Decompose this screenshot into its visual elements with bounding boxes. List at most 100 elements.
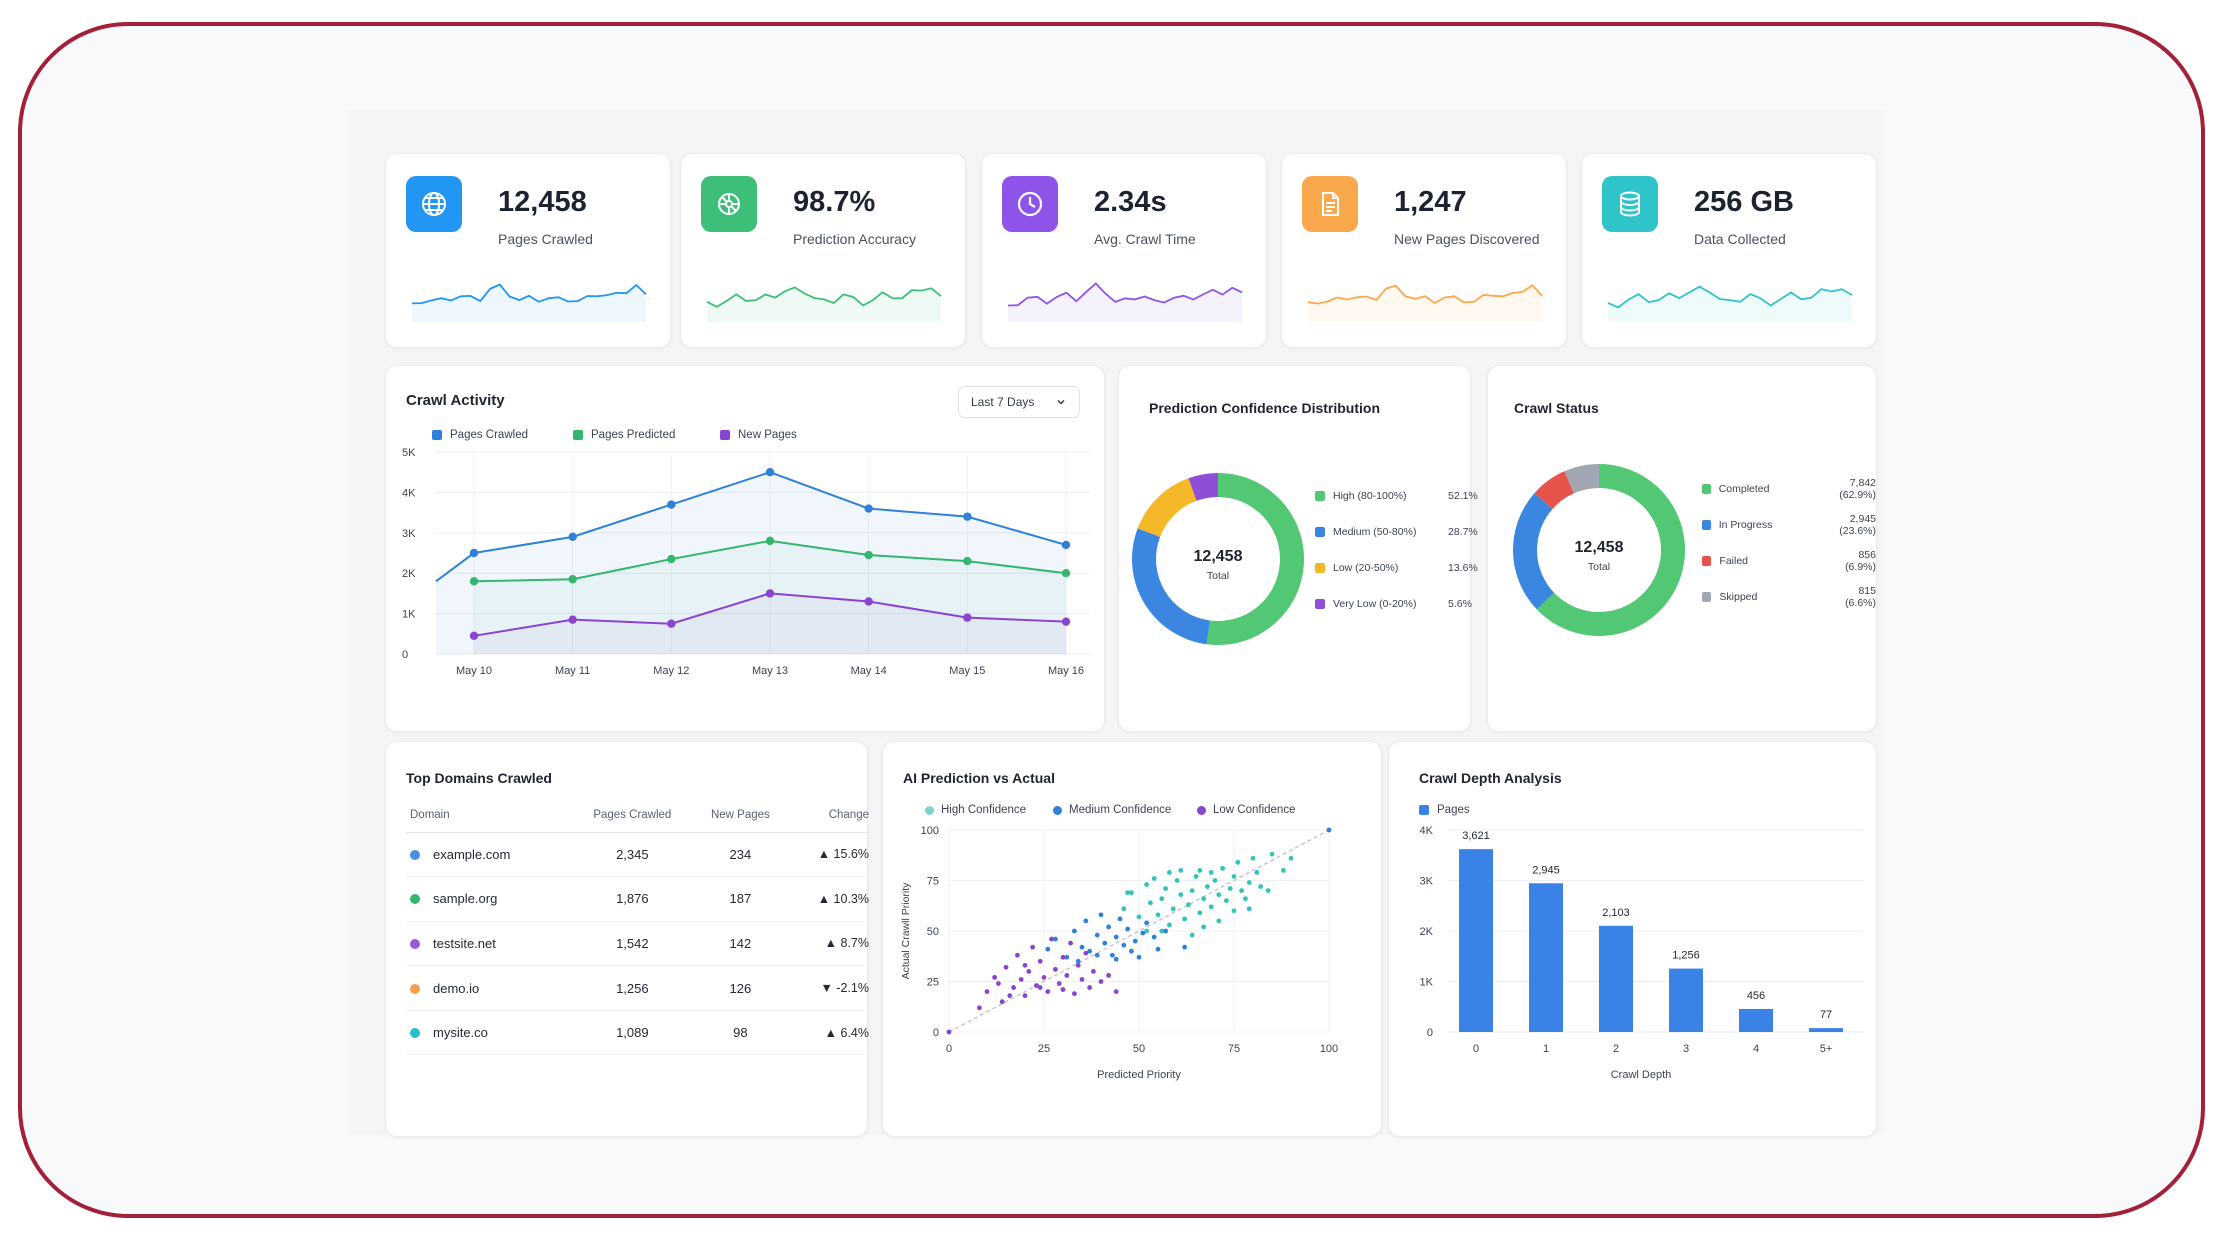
kpi-card-pages-crawled[interactable]: 12,458 Pages Crawled [385, 153, 671, 348]
data-point [1011, 985, 1016, 990]
change-cell: ▼ -2.1% [786, 965, 871, 1011]
data-point [1132, 938, 1138, 944]
y-tick-label: 0 [1427, 1027, 1433, 1039]
y-tick-label: 2K [402, 568, 416, 580]
kpi-card-avg-crawl-time[interactable]: 2.34s Avg. Crawl Time [981, 153, 1267, 348]
legend-row[interactable]: Very Low (0-20%) 5.6% [1315, 586, 1478, 622]
kpi-label: Prediction Accuracy [793, 231, 916, 247]
legend-row[interactable]: Skipped 815 (6.6%) [1702, 579, 1876, 615]
data-point [568, 615, 577, 624]
table-row[interactable]: sample.org 1,876 187 ▲ 10.3% [406, 876, 871, 922]
domain-name: testsite.net [433, 935, 496, 951]
data-point [1246, 906, 1252, 912]
legend-swatch [925, 805, 934, 815]
data-point [1003, 964, 1009, 970]
domain-cell: sample.org [406, 876, 571, 922]
data-point [1186, 902, 1191, 908]
data-point [1159, 928, 1165, 934]
data-point [1144, 920, 1149, 926]
donut-center-value: 12,458 [1575, 539, 1624, 556]
legend-row[interactable]: High (80-100%) 52.1% [1315, 478, 1478, 514]
legend-low-confidence[interactable]: Low Confidence [1197, 804, 1295, 816]
status-donut: 12,458 Total [1513, 464, 1685, 636]
data-point [1148, 900, 1153, 906]
data-point [992, 975, 997, 980]
legend-swatch [1702, 520, 1711, 530]
date-range-select[interactable]: Last 7 Days [958, 386, 1080, 418]
table-row[interactable]: mysite.co 1,089 98 ▲ 6.4% [406, 1010, 871, 1056]
legend-pages[interactable]: Pages [1419, 804, 1470, 816]
card-title: Crawl Depth Analysis [1419, 770, 1562, 786]
pages-crawled-cell: 1,089 [570, 1010, 694, 1056]
sparkline-line [1007, 282, 1243, 307]
confidence-legend: High (80-100%) 52.1% Medium (50-80%) 28.7% L… [1315, 478, 1478, 622]
column-header-change[interactable]: Change [786, 798, 871, 833]
data-point [1224, 898, 1229, 904]
table-row[interactable]: demo.io 1,256 126 ▼ -2.1% [406, 965, 871, 1011]
x-tick-label: May 12 [653, 665, 689, 677]
data-point [568, 532, 577, 542]
data-point [1208, 870, 1214, 875]
legend-new-pages[interactable]: New Pages [720, 429, 797, 441]
data-point [1129, 890, 1134, 896]
data-point [469, 631, 479, 641]
x-tick-label: 1 [1543, 1043, 1549, 1055]
data-point [999, 999, 1005, 1005]
series-area [474, 593, 1066, 654]
kpi-card-prediction-accuracy[interactable]: 98.7% Prediction Accuracy [680, 153, 966, 348]
legend-swatch [1197, 805, 1206, 815]
pages-crawled-cell: 2,345 [570, 832, 694, 878]
legend-pages-predicted[interactable]: Pages Predicted [573, 429, 675, 441]
data-point [1201, 924, 1206, 930]
kpi-value: 2.34s [1094, 186, 1167, 218]
data-point [1060, 954, 1066, 960]
select-value: Last 7 Days [971, 395, 1035, 409]
data-point [1243, 896, 1248, 902]
legend-label: Skipped [1719, 591, 1758, 603]
domain-name: demo.io [433, 980, 480, 996]
legend-row[interactable]: Completed 7,842 (62.9%) [1702, 471, 1876, 507]
kpi-label: Data Collected [1694, 231, 1786, 247]
data-point [667, 619, 676, 628]
data-point [1151, 876, 1157, 881]
data-point [1030, 944, 1035, 950]
legend-swatch [1702, 592, 1712, 602]
data-point [1007, 993, 1013, 999]
legend-swatch [1315, 599, 1325, 609]
column-header-pages-crawled[interactable]: Pages Crawled [570, 798, 694, 833]
legend-row[interactable]: In Progress 2,945 (23.6%) [1702, 507, 1876, 543]
legend-swatch [1419, 805, 1429, 815]
data-point [1045, 989, 1051, 994]
y-tick-label: 50 [927, 926, 939, 938]
data-point [1208, 904, 1214, 910]
x-tick-label: 75 [1228, 1043, 1240, 1055]
data-point [1174, 878, 1180, 883]
legend-pages-crawled[interactable]: Pages Crawled [432, 429, 528, 441]
legend-label: Medium Confidence [1069, 804, 1172, 816]
table-row[interactable]: testsite.net 1,542 142 ▲ 8.7% [406, 921, 871, 967]
data-point [1026, 969, 1032, 974]
legend-high-confidence[interactable]: High Confidence [925, 804, 1026, 816]
sparkline-line [1607, 285, 1853, 309]
legend-row[interactable]: Low (20-50%) 13.6% [1315, 550, 1478, 586]
data-point [1246, 880, 1252, 885]
kpi-card-data-collected[interactable]: 256 GB Data Collected [1581, 153, 1877, 348]
legend-row[interactable]: Medium (50-80%) 28.7% [1315, 514, 1478, 550]
y-tick-label: 25 [927, 977, 939, 989]
data-point [1178, 868, 1184, 873]
table-row[interactable]: example.com 2,345 234 ▲ 15.6% [406, 832, 871, 878]
legend-row[interactable]: Failed 856 (6.9%) [1702, 543, 1876, 579]
column-header-domain[interactable]: Domain [406, 798, 571, 833]
kpi-card-new-pages[interactable]: 1,247 New Pages Discovered [1281, 153, 1567, 348]
kpi-value: 12,458 [498, 186, 587, 218]
data-point [765, 536, 775, 546]
data-point [1121, 942, 1127, 948]
y-tick-label: 4K [402, 487, 416, 499]
column-header-new-pages[interactable]: New Pages [693, 798, 787, 833]
donut-center-value: 12,458 [1194, 548, 1243, 565]
sparkline-area [1608, 286, 1852, 322]
bar [1599, 925, 1633, 1032]
donut-slice [1137, 478, 1197, 537]
donut-slice [1132, 528, 1210, 645]
legend-medium-confidence[interactable]: Medium Confidence [1053, 804, 1171, 816]
